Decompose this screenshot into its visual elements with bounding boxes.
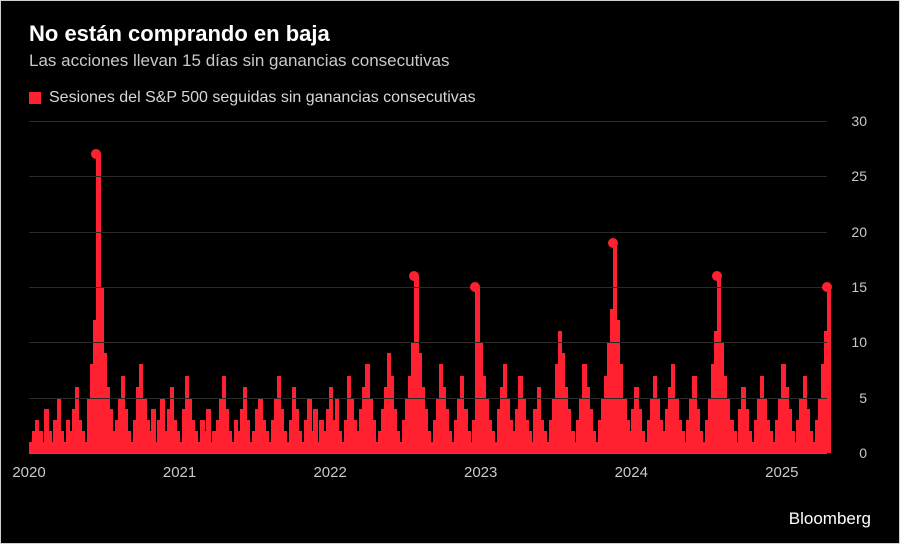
peak-marker-icon xyxy=(409,271,419,281)
peak-marker-icon xyxy=(712,271,722,281)
chart-area: 051015202530 202020212022202320242025 xyxy=(29,121,871,481)
y-tick-label: 30 xyxy=(851,113,867,129)
gridline xyxy=(29,398,827,399)
x-tick-label: 2023 xyxy=(464,464,497,481)
y-tick-label: 20 xyxy=(851,224,867,240)
chart-container: No están comprando en baja Las acciones … xyxy=(1,1,899,543)
x-tick-label: 2021 xyxy=(163,464,196,481)
legend-label: Sesiones del S&P 500 seguidas sin gananc… xyxy=(49,89,476,107)
gridline xyxy=(29,121,827,122)
x-tick-label: 2020 xyxy=(12,464,45,481)
y-tick-label: 15 xyxy=(851,279,867,295)
gridline xyxy=(29,342,827,343)
y-axis: 051015202530 xyxy=(831,121,871,453)
plot-region xyxy=(29,121,827,453)
gridline xyxy=(29,453,827,454)
y-tick-label: 5 xyxy=(859,390,867,406)
x-tick-label: 2025 xyxy=(765,464,798,481)
gridline xyxy=(29,176,827,177)
x-axis: 202020212022202320242025 xyxy=(29,457,827,481)
x-tick-label: 2022 xyxy=(313,464,346,481)
attribution-label: Bloomberg xyxy=(789,509,871,529)
x-tick-label: 2024 xyxy=(615,464,648,481)
peak-marker-icon xyxy=(608,238,618,248)
y-tick-label: 25 xyxy=(851,168,867,184)
peak-marker-icon xyxy=(91,149,101,159)
legend: Sesiones del S&P 500 seguidas sin gananc… xyxy=(29,89,871,107)
legend-swatch-icon xyxy=(29,92,41,104)
peak-marker-icon xyxy=(470,282,480,292)
y-tick-label: 0 xyxy=(859,445,867,461)
y-tick-label: 10 xyxy=(851,334,867,350)
gridline xyxy=(29,232,827,233)
chart-subtitle: Las acciones llevan 15 días sin ganancia… xyxy=(29,51,871,71)
chart-title: No están comprando en baja xyxy=(29,21,871,47)
gridline xyxy=(29,287,827,288)
